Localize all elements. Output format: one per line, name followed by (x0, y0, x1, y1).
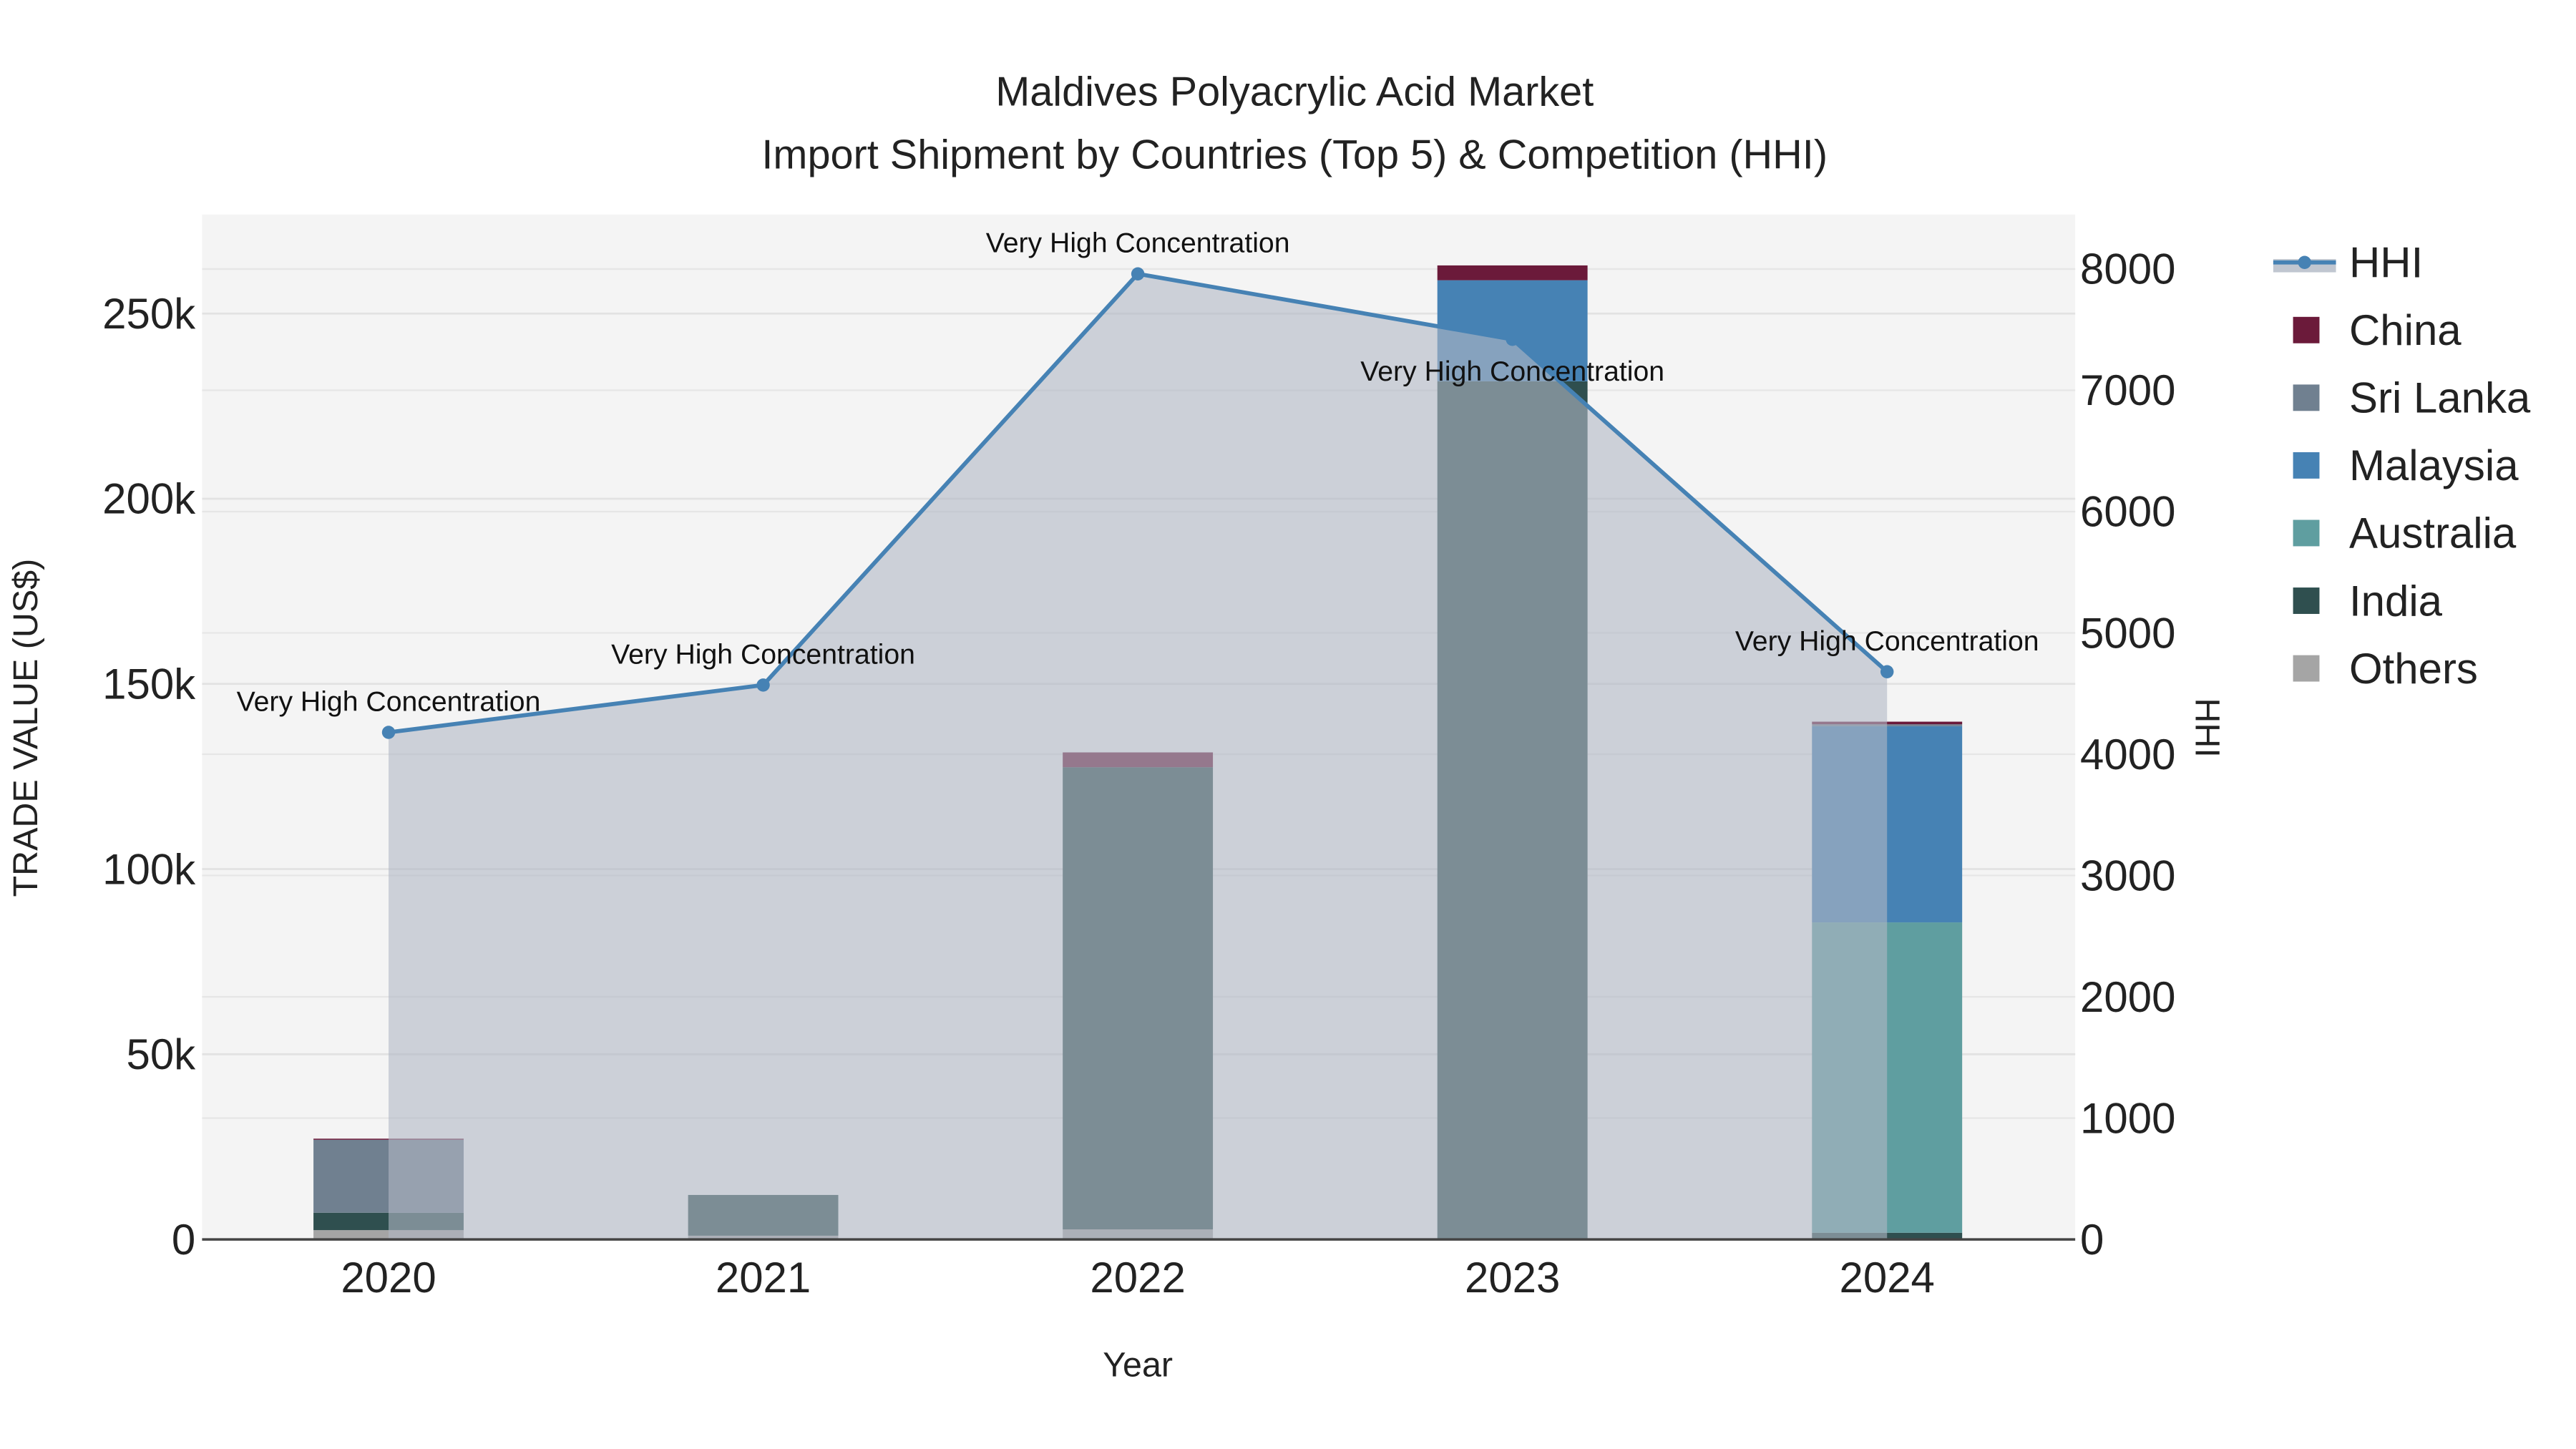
legend-swatch-others (2293, 655, 2320, 682)
hhi-point (1131, 267, 1145, 280)
legend-label: Malaysia (2349, 441, 2519, 489)
y2-tick-label: 4000 (2080, 731, 2175, 779)
y2-tick-label: 2000 (2080, 973, 2175, 1021)
y-axis-title: TRADE VALUE (US$) (6, 559, 45, 897)
y-tick-label: 150k (102, 660, 196, 708)
hhi-annotation: Very High Concentration (986, 228, 1290, 259)
x-tick-label: 2021 (716, 1254, 811, 1302)
y2-tick-label: 3000 (2080, 852, 2175, 899)
y2-tick-label: 5000 (2080, 609, 2175, 657)
hhi-annotation: Very High Concentration (1735, 626, 2039, 657)
hhi-annotation: Very High Concentration (611, 639, 915, 670)
x-axis-title: Year (1103, 1346, 1173, 1385)
legend-label: India (2349, 577, 2443, 625)
y2-tick-label: 1000 (2080, 1094, 2175, 1142)
legend-label: Others (2349, 645, 2478, 693)
y-tick-label: 250k (102, 290, 196, 338)
hhi-annotation: Very High Concentration (1360, 356, 1664, 387)
legend-label: Australia (2349, 509, 2517, 557)
chart-subtitle: Import Shipment by Countries (Top 5) & C… (761, 132, 1828, 177)
chart-title: Maldives Polyacrylic Acid Market (995, 69, 1594, 115)
x-tick-label: 2024 (1840, 1254, 1935, 1302)
y2-tick-label: 6000 (2080, 488, 2175, 536)
hhi-point (756, 678, 770, 692)
legend-label: Sri Lanka (2349, 374, 2531, 422)
hhi-point (1880, 665, 1894, 678)
legend-swatch-australia (2293, 519, 2320, 547)
legend-hhi-marker-icon (2298, 255, 2311, 269)
x-tick-label: 2020 (341, 1254, 436, 1302)
y2-axis-title: HHI (2188, 698, 2227, 757)
y-tick-label: 100k (102, 845, 196, 893)
hhi-annotation: Very High Concentration (237, 687, 541, 718)
hhi-point (1506, 333, 1519, 346)
bar-china (1437, 265, 1588, 280)
legend-label: HHI (2349, 238, 2423, 286)
y-tick-label: 200k (102, 475, 196, 523)
y2-tick-label: 8000 (2080, 245, 2175, 293)
x-tick-label: 2023 (1465, 1254, 1560, 1302)
legend-swatch-india (2293, 587, 2320, 614)
y2-tick-label: 7000 (2080, 366, 2175, 414)
legend-swatch-china (2293, 316, 2320, 343)
legend-swatch-malaysia (2293, 452, 2320, 479)
y-tick-label: 50k (127, 1030, 197, 1078)
y-tick-label: 0 (172, 1216, 195, 1264)
legend-label: China (2349, 306, 2462, 354)
y2-tick-label: 0 (2080, 1216, 2104, 1264)
legend-swatch-sri-lanka (2293, 384, 2320, 411)
legend: HHI China Sri Lanka Malaysia Australia India O… (2273, 238, 2531, 693)
hhi-area (389, 273, 1888, 1240)
hhi-point (381, 726, 396, 739)
x-tick-label: 2022 (1090, 1254, 1185, 1302)
